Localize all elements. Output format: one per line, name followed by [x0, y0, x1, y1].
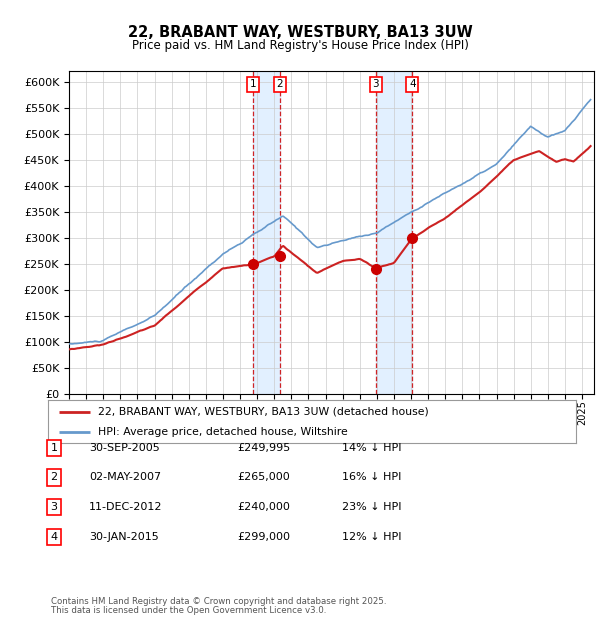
Text: £240,000: £240,000 — [237, 502, 290, 512]
Text: 23% ↓ HPI: 23% ↓ HPI — [342, 502, 401, 512]
Bar — [376, 71, 412, 394]
Text: 02-MAY-2007: 02-MAY-2007 — [89, 472, 161, 482]
Text: 3: 3 — [50, 502, 58, 512]
Text: Contains HM Land Registry data © Crown copyright and database right 2025.: Contains HM Land Registry data © Crown c… — [51, 597, 386, 606]
Text: £249,995: £249,995 — [237, 443, 290, 453]
Text: 22, BRABANT WAY, WESTBURY, BA13 3UW (detached house): 22, BRABANT WAY, WESTBURY, BA13 3UW (det… — [98, 407, 429, 417]
Text: 2: 2 — [50, 472, 58, 482]
Text: 3: 3 — [373, 79, 379, 89]
Text: £299,000: £299,000 — [237, 532, 290, 542]
Text: 1: 1 — [250, 79, 256, 89]
Text: 12% ↓ HPI: 12% ↓ HPI — [342, 532, 401, 542]
Text: 30-SEP-2005: 30-SEP-2005 — [89, 443, 160, 453]
Text: 14% ↓ HPI: 14% ↓ HPI — [342, 443, 401, 453]
Text: 11-DEC-2012: 11-DEC-2012 — [89, 502, 162, 512]
Text: 16% ↓ HPI: 16% ↓ HPI — [342, 472, 401, 482]
Text: 1: 1 — [50, 443, 58, 453]
Text: 4: 4 — [50, 532, 58, 542]
Text: Price paid vs. HM Land Registry's House Price Index (HPI): Price paid vs. HM Land Registry's House … — [131, 39, 469, 52]
Text: 2: 2 — [277, 79, 283, 89]
Text: This data is licensed under the Open Government Licence v3.0.: This data is licensed under the Open Gov… — [51, 606, 326, 615]
Text: HPI: Average price, detached house, Wiltshire: HPI: Average price, detached house, Wilt… — [98, 427, 348, 438]
Text: 22, BRABANT WAY, WESTBURY, BA13 3UW: 22, BRABANT WAY, WESTBURY, BA13 3UW — [128, 25, 472, 40]
Text: 30-JAN-2015: 30-JAN-2015 — [89, 532, 158, 542]
Bar — [253, 71, 280, 394]
Text: £265,000: £265,000 — [237, 472, 290, 482]
Text: 4: 4 — [409, 79, 416, 89]
